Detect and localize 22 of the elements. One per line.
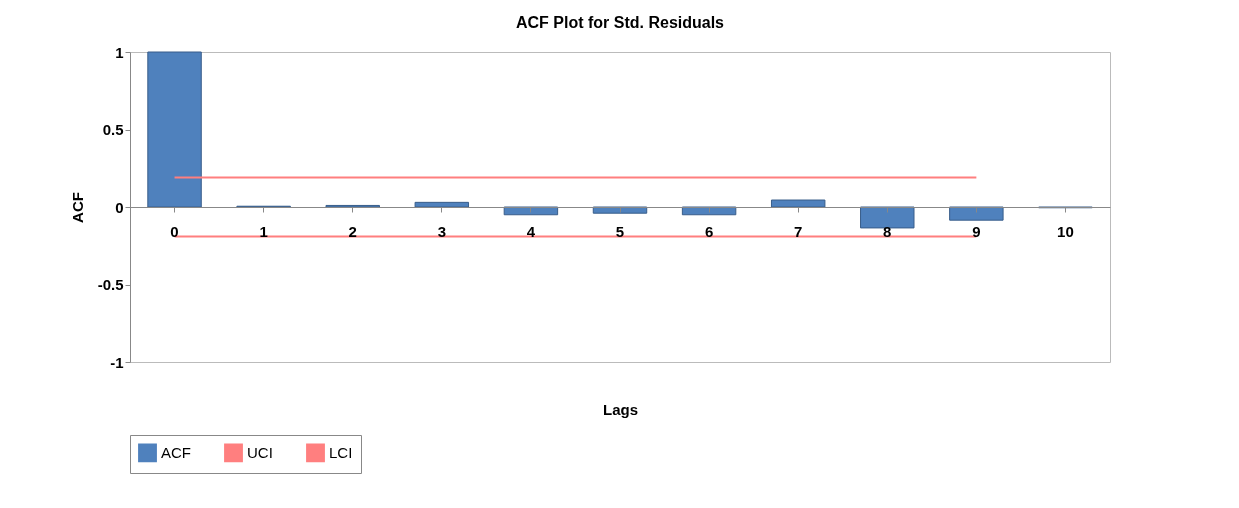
legend-label: UCI [247,443,273,461]
y-tick-label: 0 [115,198,124,216]
y-tick-label: 0.5 [102,121,124,138]
legend-label: LCI [329,443,353,461]
x-tick-label: 6 [704,222,714,240]
y-tick-label: -0.5 [97,276,124,293]
x-tick-label: 8 [883,222,892,240]
x-tick-label: 5 [615,222,625,240]
y-tick-label: -1 [110,353,124,371]
x-axis-title: Lags [602,400,639,418]
x-tick-label: 10 [1057,222,1074,240]
x-tick-label: 0 [170,222,179,240]
x-tick-label: 7 [794,222,803,240]
x-tick-label: 2 [348,222,357,240]
x-tick-label: 4 [526,222,536,240]
chart-title: ACF Plot for Std. Residuals [515,14,725,31]
x-tick-label: 9 [972,222,981,240]
x-tick-label: 3 [437,222,446,240]
legend-label: ACF [161,443,191,461]
y-axis-title: ACF [68,192,86,223]
x-tick-label: 1 [259,222,268,240]
y-tick-label: 1 [115,43,124,61]
